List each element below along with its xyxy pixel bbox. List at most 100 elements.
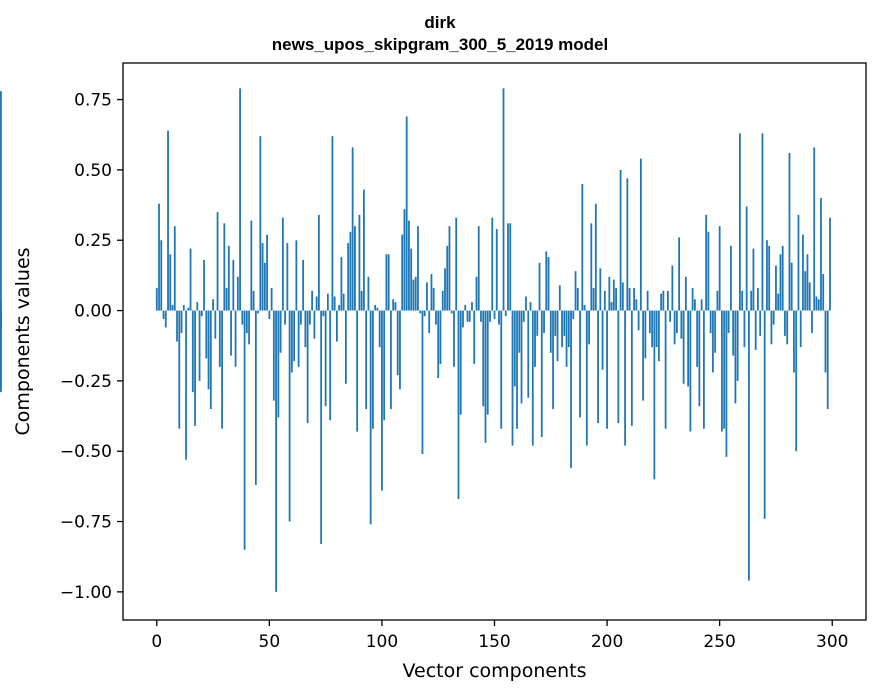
bar [200, 310, 203, 317]
bar [784, 310, 786, 336]
bar [730, 245, 732, 311]
bar [304, 310, 307, 348]
bar [536, 310, 539, 336]
bar [363, 189, 365, 311]
bar [624, 310, 626, 446]
bar [637, 310, 640, 331]
bar [0, 310, 2, 393]
bar [678, 237, 681, 311]
bar [419, 310, 422, 314]
bar [225, 288, 228, 311]
bar [471, 302, 473, 311]
bar [518, 310, 521, 353]
bar [302, 259, 305, 311]
bar [376, 307, 379, 311]
bar [675, 310, 678, 334]
bar [239, 88, 241, 311]
bar [428, 310, 431, 334]
bar [392, 299, 395, 311]
bar [646, 290, 649, 311]
bar [793, 310, 795, 373]
bar [378, 310, 381, 348]
bar [705, 214, 708, 311]
bar [426, 282, 428, 311]
bar [173, 226, 176, 311]
bar [579, 310, 581, 418]
bar [288, 310, 291, 522]
bar [617, 310, 620, 424]
bar [351, 147, 354, 311]
bar [326, 293, 329, 311]
bar [741, 290, 744, 311]
x-tick-label: 300 [816, 632, 848, 652]
bar [365, 310, 368, 410]
bar [543, 310, 545, 334]
bar [381, 310, 383, 491]
bar [808, 282, 811, 311]
bar [489, 310, 491, 322]
bar [750, 290, 753, 311]
bar [448, 226, 451, 311]
bar [797, 214, 800, 311]
bar [813, 147, 816, 311]
bar [761, 133, 764, 311]
chart-title-line-2: news_upos_skipgram_300_5_2019 model [271, 35, 609, 54]
bar [236, 276, 239, 311]
bar [712, 310, 714, 373]
bar [482, 310, 485, 407]
bar [696, 310, 699, 367]
bar [757, 288, 759, 311]
bar [626, 178, 629, 311]
bar [477, 226, 480, 311]
bar [354, 226, 356, 311]
bar [671, 265, 674, 311]
bar [178, 310, 181, 429]
bar [669, 310, 672, 322]
bar [826, 310, 829, 410]
bar [806, 254, 809, 311]
bar [194, 310, 196, 426]
bar [417, 226, 419, 311]
bar [682, 310, 685, 384]
bar [320, 310, 323, 545]
bar [338, 304, 341, 311]
bar [387, 254, 390, 311]
bar [522, 310, 525, 322]
bar [615, 288, 617, 311]
bar [399, 310, 401, 390]
bar [511, 310, 514, 446]
bar [212, 299, 214, 311]
bar [313, 310, 316, 339]
bar [284, 310, 287, 325]
bar [561, 310, 563, 348]
bar [700, 299, 703, 311]
bar [651, 310, 654, 348]
bar [644, 310, 647, 359]
bar [752, 248, 755, 311]
y-tick-label: 0.75 [74, 91, 112, 111]
bar [732, 310, 735, 356]
bar [565, 310, 568, 367]
bars-group [0, 88, 831, 592]
bar [243, 310, 246, 550]
bar [666, 290, 669, 311]
bar [540, 310, 543, 438]
bar [227, 245, 230, 311]
bar [223, 223, 226, 311]
bar [340, 257, 343, 311]
bar [743, 310, 746, 348]
bar [642, 310, 644, 401]
bar [721, 310, 723, 432]
bar [203, 259, 205, 311]
bar [230, 310, 232, 356]
bar [295, 240, 298, 311]
bar [723, 310, 726, 429]
bar [221, 310, 223, 429]
bar [639, 158, 642, 311]
bar [538, 262, 541, 311]
bar [552, 310, 554, 410]
bar [0, 91, 2, 311]
bar [748, 310, 750, 581]
bar [567, 310, 570, 348]
